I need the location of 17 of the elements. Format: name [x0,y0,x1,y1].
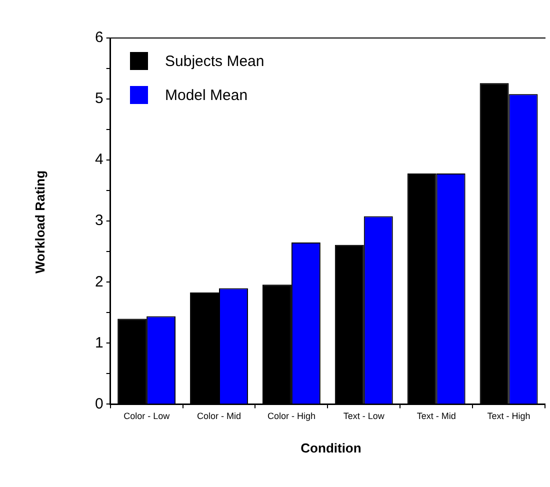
y-axis-title: Workload Rating [32,170,48,274]
x-axis-title: Condition [300,440,362,456]
x-tick-label: Text - High [487,411,530,422]
y-tick-label: 2 [95,273,104,290]
y-tick-label: 4 [95,151,104,168]
y-tick-label: 1 [95,334,104,352]
legend-label: Subjects Mean [165,52,264,70]
x-tick-label: Color - Low [124,411,170,422]
y-tick-label: 3 [95,212,104,230]
x-tick-label: Text - Mid [416,411,456,422]
x-tick-label: Text - Low [343,411,385,422]
legend-label: Model Mean [165,86,248,104]
y-tick-label: 0 [95,395,104,412]
y-tick-label: 5 [95,90,104,108]
x-tick-label: Color - High [267,411,316,422]
x-tick-label: Color - Mid [197,411,242,422]
y-tick-label: 6 [95,29,104,46]
